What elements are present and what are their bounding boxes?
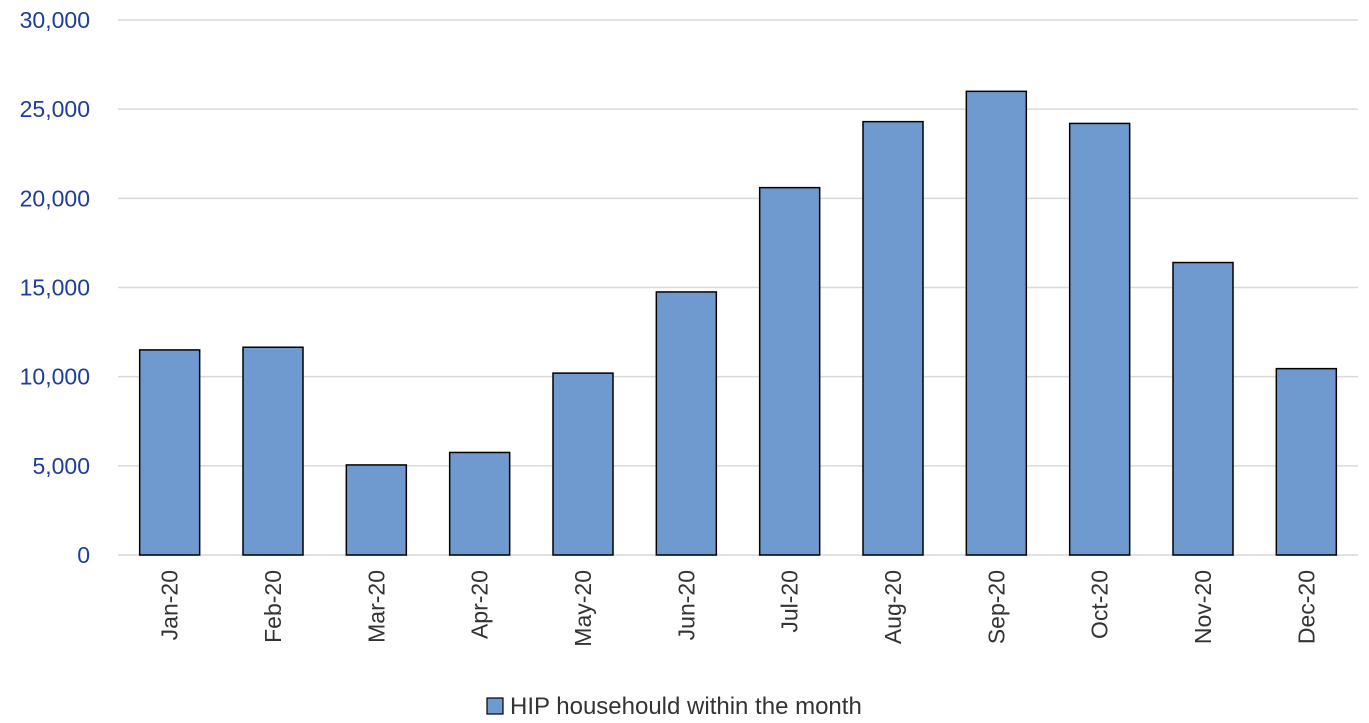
x-tick-label: Jul-20	[777, 570, 803, 633]
y-tick-label: 25,000	[20, 96, 90, 122]
legend: HIP househould within the month	[486, 693, 862, 720]
legend-label: HIP househould within the month	[510, 693, 862, 720]
x-tick-label: Mar-20	[363, 570, 389, 643]
bar-oct-20	[1068, 122, 1131, 556]
y-axis-tick-labels: 0 5,000 10,000 15,000 20,000 25,000 30,000	[20, 7, 90, 568]
bar-sep-20	[965, 90, 1028, 556]
x-tick-label: Apr-20	[467, 570, 493, 639]
bars	[138, 90, 1338, 556]
x-tick-label: Feb-20	[260, 570, 286, 643]
bar-mar-20	[345, 464, 408, 556]
x-tick-label: Jan-20	[157, 570, 183, 640]
x-tick-label: Aug-20	[880, 570, 906, 644]
bar-apr-20	[448, 451, 511, 556]
bar-may-20	[552, 372, 614, 556]
bar-dec-20	[1275, 367, 1338, 556]
y-tick-label: 30,000	[20, 7, 90, 33]
x-axis-tick-labels: Jan-20 Feb-20 Mar-20 Apr-20 May-20 Jun-20 Jul-…	[157, 570, 1320, 647]
bar-feb-20	[242, 346, 304, 556]
x-tick-label: Nov-20	[1190, 570, 1216, 644]
bar-jul-20	[758, 186, 821, 556]
bar-jan-20	[138, 349, 201, 556]
x-tick-label: Jun-20	[673, 570, 699, 640]
y-tick-label: 5,000	[32, 453, 90, 479]
y-tick-label: 20,000	[20, 185, 90, 211]
y-tick-label: 15,000	[20, 275, 90, 301]
bar-nov-20	[1172, 261, 1234, 556]
bar-jun-20	[655, 291, 718, 556]
y-tick-label: 0	[77, 542, 90, 568]
x-tick-label: Dec-20	[1293, 570, 1319, 644]
legend-swatch	[486, 697, 504, 715]
x-tick-label: May-20	[570, 570, 596, 647]
x-tick-label: Sep-20	[983, 570, 1009, 644]
y-tick-label: 10,000	[20, 364, 90, 390]
bar-aug-20	[862, 120, 924, 556]
x-tick-label: Oct-20	[1087, 570, 1113, 639]
gridlines	[118, 19, 1358, 556]
